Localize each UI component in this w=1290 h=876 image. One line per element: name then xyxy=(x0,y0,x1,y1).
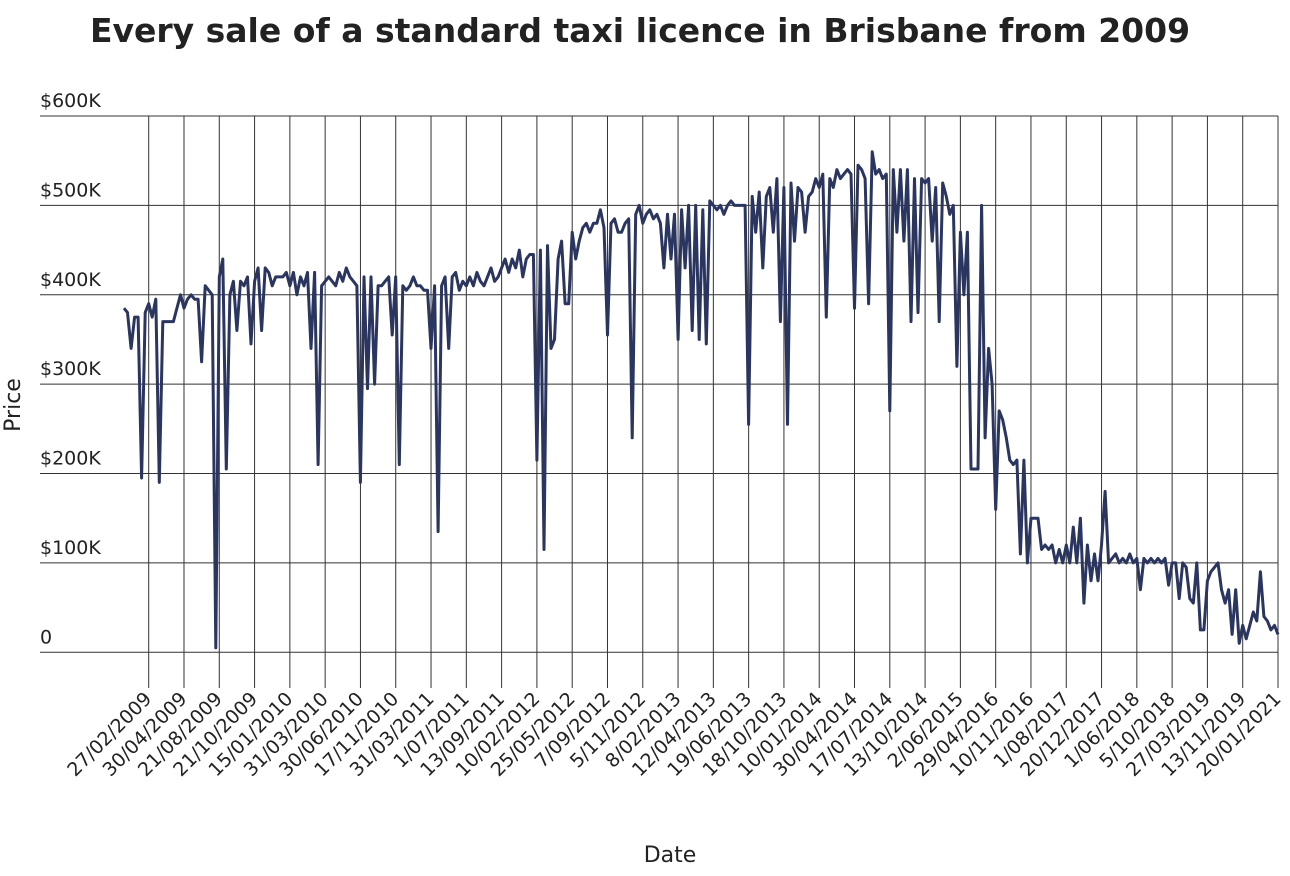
y-tick-label: $500K xyxy=(40,179,101,201)
y-tick-label: $100K xyxy=(40,537,101,559)
y-tick-label: $300K xyxy=(40,358,101,380)
y-tick-label: $200K xyxy=(40,448,101,470)
x-axis-label: Date xyxy=(644,843,697,868)
y-axis-label: Price xyxy=(1,378,26,432)
price-line xyxy=(122,150,1280,650)
y-tick-label: 0 xyxy=(40,626,52,648)
y-tick-label: $600K xyxy=(40,90,101,112)
y-tick-label: $400K xyxy=(40,269,101,291)
chart-title: Every sale of a standard taxi licence in… xyxy=(90,11,1190,50)
